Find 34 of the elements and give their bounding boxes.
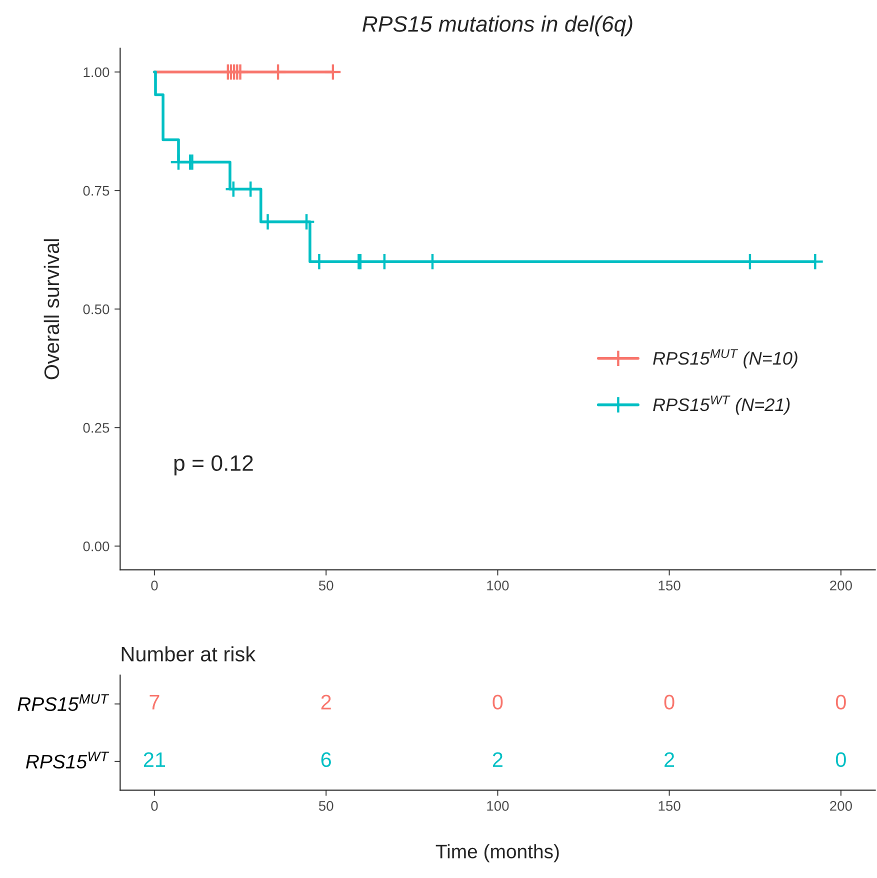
y-tick-label: 0.25: [83, 422, 110, 433]
data-label: 21: [144, 752, 166, 767]
x-tick-label: 100: [487, 800, 509, 811]
data-label: 0: [664, 694, 674, 710]
data-label: 0: [836, 752, 846, 768]
data-label: 0: [492, 694, 503, 710]
x-axis-title: Time (months): [436, 844, 559, 862]
x-tick-label: 0: [151, 800, 158, 811]
data-label: 0: [836, 694, 846, 710]
legend-label: RPS15$^{MUT}$ (N=10): [653, 349, 798, 368]
x-tick-label: 200: [830, 580, 852, 590]
y-tick-label: 0.00: [83, 541, 110, 552]
x-tick-label: 100: [487, 580, 509, 590]
x-tick-label: 200: [830, 800, 852, 811]
chart-title: RPS15 mutations in del(6q): [362, 16, 632, 36]
data-label: 2: [321, 694, 331, 710]
data-label: 7: [150, 694, 160, 710]
y-tick-label: 1.00: [84, 67, 110, 78]
y-tick-label: RPS15$^{WT}$: [26, 752, 110, 769]
x-tick-label: 50: [318, 800, 334, 811]
data-label: 2: [664, 752, 674, 767]
y-tick-label: 0.75: [83, 186, 110, 196]
chart-title: Number at risk: [122, 646, 256, 662]
y-tick-label: RPS15$^{MUT}$: [18, 694, 110, 712]
y-tick-label: 0.50: [83, 304, 110, 314]
data-label: 2: [492, 752, 502, 767]
y-axis-title: Overall survival: [44, 239, 60, 380]
annotation: p = 0.12: [174, 455, 253, 476]
x-tick-label: 150: [658, 580, 680, 590]
legend-label: RPS15$^{WT}$ (N=21): [653, 396, 790, 415]
x-tick-label: 0: [151, 580, 158, 590]
data-label: 6: [321, 752, 331, 768]
x-tick-label: 150: [658, 800, 680, 811]
x-tick-label: 50: [318, 580, 334, 590]
